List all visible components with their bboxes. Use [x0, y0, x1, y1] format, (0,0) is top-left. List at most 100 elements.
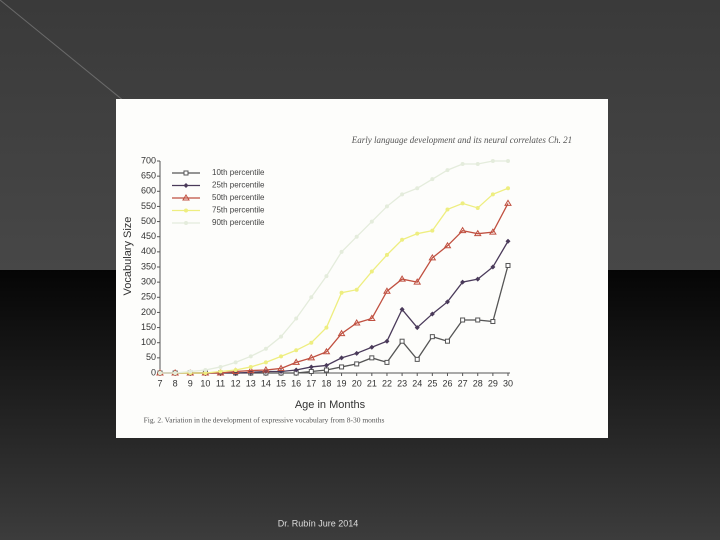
marker [323, 362, 329, 368]
x-tick-label: 8 [173, 378, 178, 388]
marker [444, 299, 450, 305]
x-tick-label: 19 [337, 378, 347, 388]
series-line [160, 203, 509, 374]
x-tick-label: 27 [458, 378, 468, 388]
marker [473, 229, 482, 237]
marker [203, 371, 208, 375]
marker [428, 253, 437, 261]
marker [352, 319, 361, 326]
marker [398, 275, 406, 282]
marker [324, 274, 329, 279]
x-tick-label: 22 [382, 378, 392, 388]
footer: Dr. Rubín Jure 2014 [278, 518, 359, 528]
marker [400, 192, 405, 197]
marker [354, 287, 359, 292]
marker [173, 371, 178, 375]
x-tick-label: 30 [503, 378, 513, 388]
y-tick-label: 0 [151, 367, 156, 377]
marker [475, 162, 480, 167]
marker [415, 231, 420, 236]
x-tick-label: 7 [157, 378, 162, 388]
marker [490, 319, 496, 325]
x-tick-label: 26 [442, 378, 452, 388]
y-axis-label: Vocabulary Size [122, 217, 134, 296]
marker [339, 290, 344, 295]
legend-marker [183, 183, 189, 188]
x-tick-label: 17 [306, 378, 316, 388]
legend-marker [183, 170, 189, 176]
marker [294, 348, 299, 353]
x-tick-label: 11 [216, 378, 225, 388]
x-tick-label: 29 [488, 378, 498, 388]
series-line [160, 187, 509, 374]
legend-label: 50th percentile [212, 193, 265, 202]
marker [324, 325, 329, 330]
legend-label: 10th percentile [212, 168, 265, 177]
marker [384, 204, 389, 209]
marker [444, 338, 450, 344]
marker [218, 364, 223, 369]
legend-label: 90th percentile [212, 218, 265, 227]
marker [460, 279, 466, 285]
x-tick-label: 16 [291, 378, 301, 388]
marker [475, 317, 481, 323]
x-tick-label: 28 [473, 378, 483, 388]
marker [414, 356, 420, 362]
x-tick-label: 10 [200, 378, 210, 388]
x-tick-label: 21 [367, 378, 377, 388]
marker [203, 367, 208, 372]
marker [443, 241, 452, 249]
legend-label: 75th percentile [212, 206, 265, 215]
marker [279, 354, 284, 359]
y-tick-label: 300 [141, 277, 156, 287]
marker [323, 367, 329, 373]
marker [369, 344, 375, 350]
marker [322, 347, 331, 355]
marker [460, 162, 465, 167]
marker [458, 226, 467, 234]
marker [475, 276, 481, 282]
marker [369, 355, 375, 361]
x-tick-label: 12 [231, 378, 241, 388]
y-tick-label: 200 [141, 307, 156, 317]
y-tick-label: 550 [141, 201, 156, 211]
marker [505, 262, 511, 268]
marker [504, 199, 512, 206]
marker [490, 192, 495, 197]
x-tick-label: 15 [276, 378, 286, 388]
marker [415, 186, 420, 191]
marker [188, 369, 193, 374]
x-tick-label: 20 [352, 378, 362, 388]
marker [294, 316, 299, 321]
marker [293, 367, 299, 373]
marker [399, 306, 405, 312]
marker [263, 346, 268, 351]
marker [399, 338, 405, 344]
marker [246, 366, 255, 374]
marker [430, 228, 435, 233]
y-tick-label: 400 [141, 246, 156, 256]
page-header: Early language development and its neura… [351, 135, 572, 145]
marker [490, 159, 495, 163]
y-tick-label: 350 [141, 261, 156, 271]
x-tick-label: 13 [246, 378, 256, 388]
figure [116, 99, 608, 438]
marker [460, 201, 465, 206]
marker [506, 186, 510, 191]
marker [277, 364, 285, 371]
marker [445, 168, 450, 173]
marker [488, 228, 497, 235]
marker [279, 334, 284, 339]
y-tick-label: 250 [141, 292, 156, 302]
y-tick-label: 650 [141, 171, 156, 181]
marker [248, 354, 253, 359]
marker [339, 249, 344, 254]
y-tick-label: 500 [141, 216, 156, 226]
marker [354, 361, 360, 367]
marker [400, 237, 405, 242]
marker [262, 365, 270, 373]
marker [309, 295, 314, 300]
marker [384, 252, 389, 257]
